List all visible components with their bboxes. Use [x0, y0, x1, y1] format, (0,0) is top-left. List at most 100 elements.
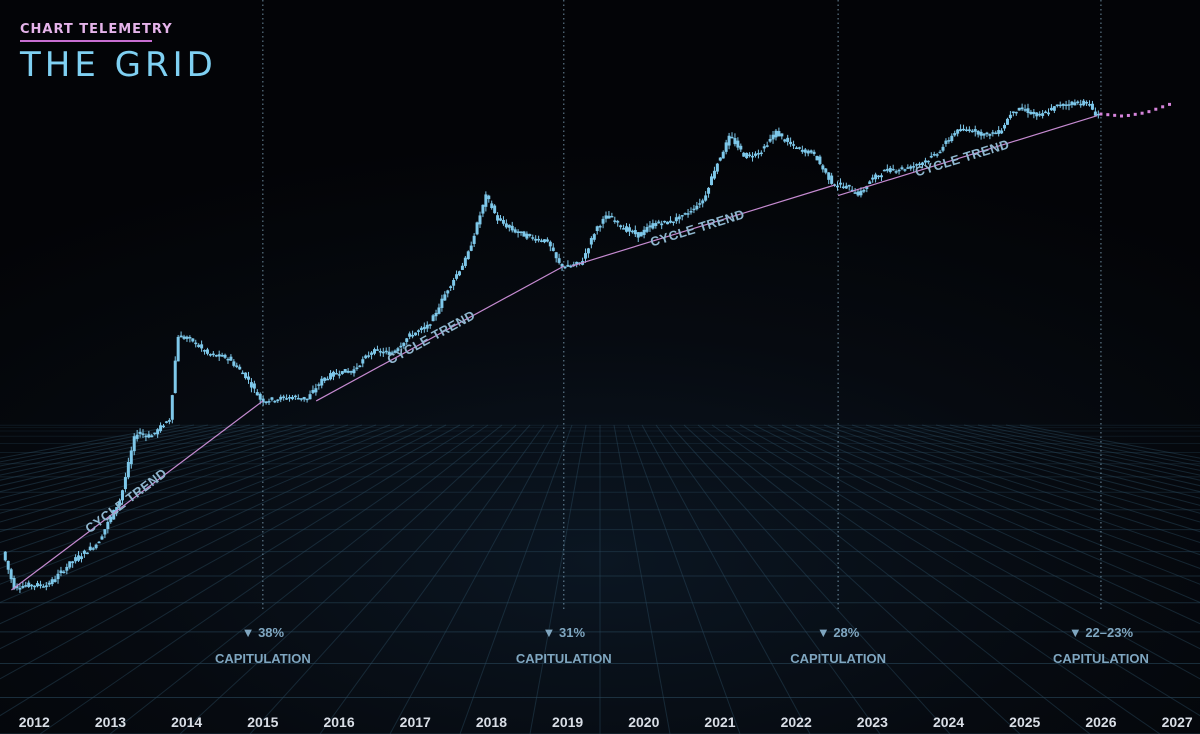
candle-body	[9, 569, 13, 580]
x-tick-label: 2019	[552, 714, 583, 730]
candle-body	[542, 239, 546, 243]
candle-body	[935, 154, 939, 156]
candle-body	[65, 566, 69, 571]
candle-body	[12, 578, 16, 589]
candle-body	[449, 286, 453, 288]
grid-vertical-line	[935, 424, 1200, 487]
candle-body	[622, 228, 626, 230]
candle-body	[666, 221, 670, 225]
candle-body	[188, 336, 192, 339]
candle-body	[264, 401, 268, 404]
projection-candle	[1133, 112, 1137, 116]
projection-candle	[1126, 113, 1130, 117]
candle-body	[74, 557, 78, 562]
grid-vertical-line	[711, 424, 1161, 734]
candle-body	[235, 365, 239, 368]
grid-vertical-line	[0, 424, 237, 476]
candle-body	[36, 583, 40, 587]
grid-vertical-line	[459, 424, 573, 734]
candle-body	[789, 141, 793, 145]
grid-vertical-line	[907, 424, 1200, 499]
candle-body	[311, 389, 315, 393]
candle-body	[393, 350, 397, 353]
candle-body	[897, 169, 901, 172]
candle-body	[625, 226, 629, 232]
candle-body	[463, 257, 467, 266]
candle-body	[244, 372, 248, 379]
cycle-trend-line	[571, 184, 835, 267]
candle-body	[844, 185, 848, 189]
grid-vertical-line	[0, 424, 405, 585]
grid-vertical-line	[179, 424, 517, 734]
grid-vertical-line	[0, 424, 223, 471]
candle-body	[1055, 104, 1059, 107]
candle-body	[1093, 111, 1097, 116]
candle-body	[387, 351, 391, 355]
candle-body	[1049, 107, 1053, 111]
candle-body	[1061, 103, 1065, 106]
grid-vertical-line	[781, 424, 1200, 603]
candle-body	[803, 149, 807, 153]
candle-body	[589, 238, 593, 245]
candle-body	[97, 541, 101, 544]
candle-body	[147, 434, 151, 438]
candle-body	[950, 135, 954, 141]
candle-body	[162, 425, 166, 428]
candle-body	[894, 171, 898, 173]
candle-body	[932, 154, 936, 156]
candle-body	[710, 176, 714, 186]
candle-body	[1005, 118, 1009, 125]
candle-body	[276, 399, 280, 402]
candle-body	[507, 224, 511, 228]
candle-body	[337, 374, 341, 376]
candle-body	[707, 187, 711, 194]
candle-body	[830, 175, 834, 184]
grid-vertical-line	[627, 424, 741, 734]
candle-body	[522, 231, 526, 237]
grid-vertical-line	[613, 424, 671, 734]
candle-body	[182, 336, 186, 339]
candle-body	[323, 377, 327, 381]
candle-body	[660, 223, 664, 226]
candle-body	[1029, 111, 1033, 115]
candle-body	[601, 218, 605, 224]
candle-body	[30, 584, 34, 587]
candle-body	[226, 358, 230, 361]
candle-body	[41, 586, 45, 588]
grid-vertical-line	[0, 424, 209, 467]
candle-body	[279, 396, 283, 400]
projection-candle	[1120, 114, 1124, 118]
candle-body	[217, 354, 221, 357]
candle-body	[203, 350, 207, 352]
candle-body	[1003, 124, 1007, 129]
candle-body	[460, 265, 464, 270]
candle-body	[953, 133, 957, 136]
candle-body	[982, 133, 986, 136]
cycle-trend-line	[837, 115, 1098, 197]
candle-body	[698, 203, 702, 205]
grid-vertical-line	[879, 424, 1200, 514]
candle-body	[384, 350, 388, 353]
candle-body	[815, 155, 819, 161]
candle-body	[877, 175, 881, 178]
candle-body	[727, 135, 731, 146]
perspective-grid	[0, 424, 1200, 734]
candle-body	[976, 130, 980, 135]
candle-body	[780, 133, 784, 137]
candle-body	[891, 168, 895, 171]
candle-body	[554, 252, 558, 259]
candle-body	[531, 237, 535, 239]
x-tick-label: 2025	[1009, 714, 1040, 730]
candle-body	[1000, 130, 1004, 134]
candle-body	[569, 265, 573, 268]
candle-body	[293, 395, 297, 398]
candle-body	[211, 353, 215, 356]
candle-body	[768, 138, 772, 142]
candle-body	[962, 128, 966, 131]
candle-body	[560, 263, 564, 267]
candle-body	[258, 393, 262, 400]
projection-candle	[1113, 113, 1117, 117]
candle-body	[827, 172, 831, 180]
candle-body	[598, 225, 602, 228]
